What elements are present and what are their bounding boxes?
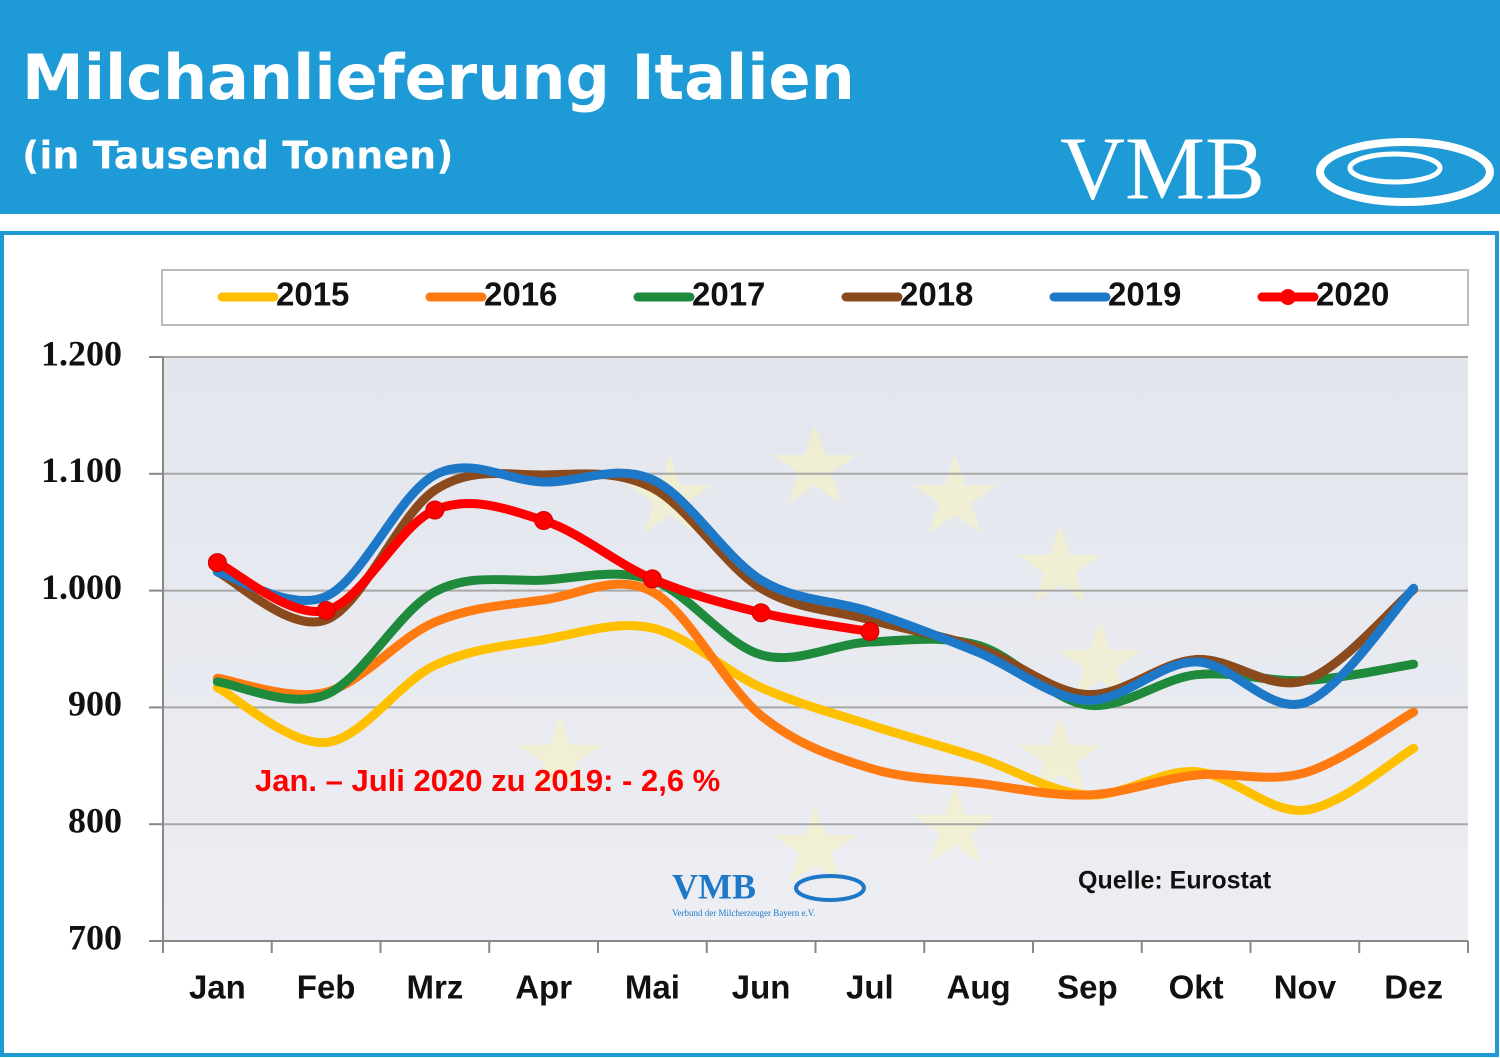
series-marker	[207, 553, 227, 573]
legend-label: 2015	[276, 276, 349, 313]
x-tick-label: Jul	[846, 969, 894, 1006]
series-marker	[860, 621, 880, 641]
x-tick-label: Dez	[1384, 969, 1443, 1006]
series-line	[212, 579, 1419, 800]
series-line	[212, 569, 1419, 711]
x-tick-label: Nov	[1274, 969, 1337, 1006]
x-tick-label: Okt	[1169, 969, 1224, 1006]
logo-emblem	[1347, 151, 1443, 185]
annotation: Jan. – Juli 2020 zu 2019: - 2,6 %	[255, 763, 720, 798]
y-tick-label: 700	[68, 917, 122, 957]
x-tick-label: Apr	[515, 969, 572, 1006]
logo-text: VMB	[1060, 120, 1265, 219]
logo-small: VMB	[672, 866, 756, 906]
series-line	[212, 463, 1419, 709]
series-line	[212, 469, 1419, 700]
series-marker	[425, 500, 445, 520]
logo-caption: Verbund der Milcherzeuger Bayern e.V.	[672, 908, 815, 918]
y-tick-label: 1.200	[41, 333, 122, 373]
series-marker	[316, 600, 336, 620]
series-marker	[534, 511, 554, 531]
legend-label: 2017	[692, 276, 765, 313]
logo-emblem	[794, 874, 866, 902]
y-tick-label: 900	[68, 684, 122, 724]
legend-label: 2018	[900, 276, 973, 313]
x-tick-label: Feb	[297, 969, 356, 1006]
x-tick-label: Mrz	[406, 969, 463, 1006]
legend-box	[161, 269, 1469, 326]
legend-label: 2019	[1108, 276, 1181, 313]
y-tick-label: 1.100	[41, 450, 122, 490]
chart-title: Milchanlieferung Italien	[22, 41, 855, 114]
y-tick-label: 800	[68, 800, 122, 840]
chart-subtitle: (in Tausend Tonnen)	[22, 134, 454, 178]
legend-marker	[1280, 289, 1296, 305]
logo-emblem	[1316, 138, 1494, 206]
header-band	[0, 0, 1500, 214]
x-tick-label: Sep	[1057, 969, 1118, 1006]
x-tick-label: Jan	[189, 969, 246, 1006]
series-marker	[642, 569, 662, 589]
legend-label: 2020	[1316, 276, 1389, 313]
legend-label: 2016	[484, 276, 557, 313]
x-tick-label: Jun	[732, 969, 791, 1006]
x-tick-label: Aug	[947, 969, 1011, 1006]
y-tick-label: 1.000	[41, 567, 122, 607]
series-marker	[751, 603, 771, 623]
x-tick-label: Mai	[625, 969, 680, 1006]
source-note: Quelle: Eurostat	[1078, 867, 1272, 895]
